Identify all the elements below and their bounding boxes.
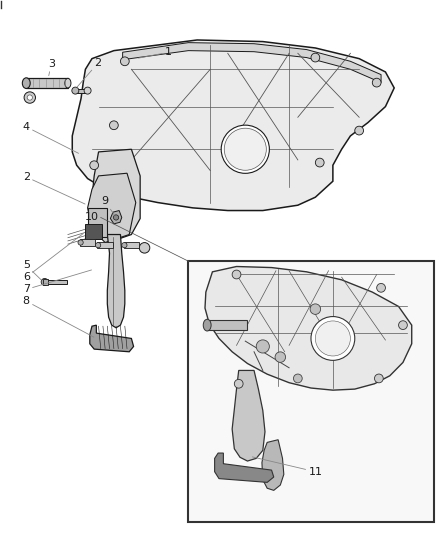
Polygon shape [88, 208, 107, 237]
Circle shape [374, 374, 383, 383]
Circle shape [110, 121, 118, 130]
Circle shape [113, 215, 119, 220]
Text: 6: 6 [23, 233, 83, 282]
Circle shape [399, 321, 407, 329]
Circle shape [27, 95, 32, 100]
Circle shape [78, 240, 83, 245]
Circle shape [315, 321, 350, 356]
Text: 5: 5 [23, 261, 41, 280]
Circle shape [122, 243, 127, 248]
Circle shape [256, 340, 269, 353]
Circle shape [377, 284, 385, 292]
Polygon shape [44, 280, 67, 284]
Polygon shape [124, 242, 139, 248]
Polygon shape [26, 78, 68, 88]
Text: 4: 4 [23, 122, 78, 154]
Circle shape [90, 161, 99, 169]
Circle shape [293, 374, 302, 383]
Text: 2: 2 [77, 58, 102, 87]
Circle shape [315, 158, 324, 167]
Polygon shape [88, 173, 136, 243]
Polygon shape [205, 266, 412, 390]
Text: 8: 8 [23, 296, 94, 337]
Circle shape [311, 53, 320, 62]
Text: 2: 2 [23, 172, 85, 204]
Circle shape [24, 92, 35, 103]
Circle shape [372, 78, 381, 87]
Circle shape [310, 304, 321, 314]
Polygon shape [215, 453, 274, 482]
Text: 10: 10 [85, 213, 99, 222]
Ellipse shape [65, 78, 71, 88]
Circle shape [139, 243, 150, 253]
Circle shape [224, 128, 266, 170]
Polygon shape [110, 211, 122, 224]
Text: 7: 7 [23, 270, 92, 294]
Circle shape [311, 317, 355, 360]
Text: 3: 3 [48, 59, 55, 76]
Polygon shape [107, 235, 125, 328]
Circle shape [232, 270, 241, 279]
Polygon shape [232, 370, 265, 461]
Bar [188, 261, 434, 522]
Circle shape [221, 125, 269, 173]
Polygon shape [262, 440, 284, 490]
Polygon shape [74, 89, 88, 93]
Circle shape [234, 379, 243, 388]
Circle shape [275, 352, 286, 362]
Polygon shape [85, 224, 102, 239]
Circle shape [120, 57, 129, 66]
Polygon shape [207, 320, 247, 330]
Polygon shape [123, 43, 381, 83]
Polygon shape [97, 242, 113, 248]
Text: 9: 9 [102, 197, 114, 215]
Polygon shape [90, 325, 134, 352]
Text: 1: 1 [138, 47, 172, 58]
Ellipse shape [203, 319, 211, 331]
Circle shape [84, 87, 91, 94]
Polygon shape [72, 40, 394, 211]
Circle shape [72, 87, 79, 94]
Circle shape [95, 243, 101, 248]
Text: 11: 11 [252, 457, 322, 477]
Circle shape [41, 278, 48, 286]
Polygon shape [80, 239, 95, 246]
Polygon shape [92, 149, 140, 240]
Circle shape [355, 126, 364, 135]
Ellipse shape [22, 78, 30, 88]
Polygon shape [43, 279, 48, 285]
